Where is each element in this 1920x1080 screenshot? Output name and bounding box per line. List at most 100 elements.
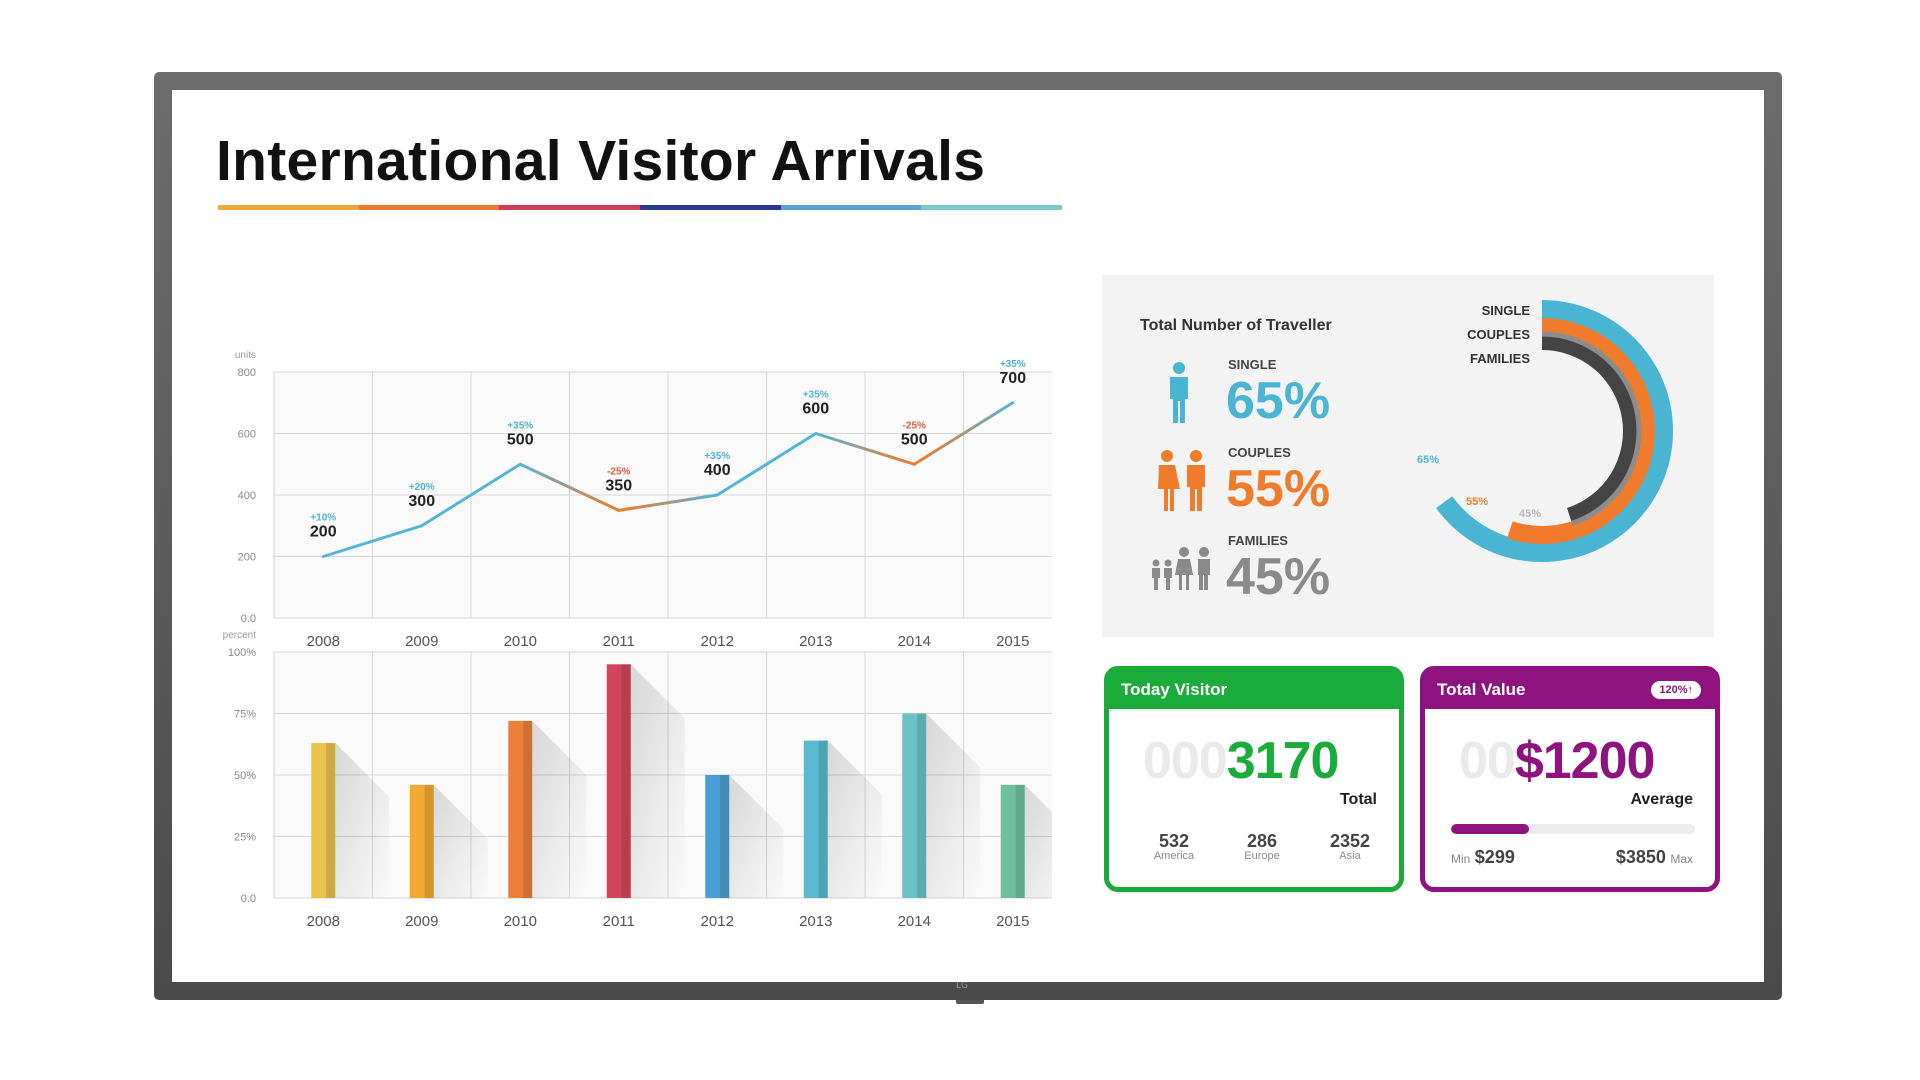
visitor-stat-america: 532 America	[1153, 831, 1195, 862]
data-label: 400	[704, 462, 731, 479]
traveller-title: Total Number of Traveller	[1140, 317, 1332, 334]
title-underline	[218, 205, 1063, 210]
x-tick-label: 2010	[504, 633, 537, 650]
y-tick-label: 25%	[234, 832, 256, 844]
y-tick-label: 0.0	[241, 893, 256, 905]
bar-side	[720, 775, 730, 898]
x-tick-label: 2011	[603, 633, 635, 650]
x-tick-label: 2008	[307, 633, 340, 650]
total-value-header: Total Value 120%↑	[1425, 671, 1715, 709]
bar-side	[523, 720, 533, 898]
y-tick-label: 0.0	[241, 613, 256, 625]
total-value-title: Total Value	[1437, 680, 1526, 699]
change-label: -25%	[607, 466, 630, 477]
line-segment	[321, 524, 424, 558]
bar-shadow	[729, 775, 784, 898]
bar	[606, 664, 631, 898]
value-max: $3850 Max	[1615, 847, 1693, 867]
data-label: 300	[408, 493, 435, 510]
page-title: International Visitor Arrivals	[216, 129, 986, 193]
line-segment	[912, 401, 1015, 466]
bar-side	[424, 784, 434, 898]
bar-side	[1015, 784, 1025, 898]
traveller-label-couples: COUPLES	[1228, 445, 1291, 460]
y-axis-label: units	[235, 350, 256, 361]
donut-ring-couples	[1507, 318, 1655, 544]
traveller-value-single: 65%	[1226, 372, 1331, 430]
donut-ring-single	[1436, 300, 1673, 562]
bar	[508, 720, 533, 898]
y-tick-label: 75%	[234, 709, 256, 721]
change-label: +10%	[310, 513, 336, 524]
data-label: 600	[802, 401, 829, 418]
x-tick-label: 2011	[603, 913, 635, 930]
traveller-value-couples: 55%	[1226, 460, 1331, 518]
family-icon	[1150, 547, 1214, 596]
traveller-label-single: SINGLE	[1228, 357, 1277, 372]
today-visitor-title: Today Visitor	[1121, 680, 1228, 699]
x-tick-label: 2014	[898, 633, 931, 650]
line-segment	[814, 432, 916, 466]
value-range-bar	[1451, 824, 1695, 834]
donut-legend-label: FAMILIES	[1470, 351, 1530, 366]
dashboard-screen: International Visitor Arrivals 0.0 200 400…	[172, 90, 1764, 982]
bar-shadow	[532, 720, 587, 898]
bar-side	[818, 740, 828, 898]
y-tick-label: 600	[238, 429, 256, 441]
today-visitor-header: Today Visitor	[1109, 671, 1399, 709]
bar	[902, 713, 927, 898]
bar-shadow	[433, 784, 488, 898]
y-tick-label: 800	[238, 367, 256, 379]
x-tick-label: 2010	[504, 913, 537, 930]
title-underline-segment	[218, 205, 359, 210]
bar-chart: 0.0 25% 50% 75% 100% percent 2008 2009 2010 2011 2…	[223, 630, 1052, 930]
bar	[1000, 784, 1025, 898]
traveller-donut-chart: 65% 55% 45% SINGLE COUPLES FAMILIES	[1417, 300, 1673, 562]
x-tick-label: 2013	[799, 633, 832, 650]
title-underline-segment	[499, 205, 641, 210]
brand-logo: LG	[956, 981, 968, 991]
change-label: +20%	[409, 482, 435, 493]
traveller-label-families: FAMILIES	[1228, 533, 1288, 548]
data-label: 700	[999, 370, 1026, 387]
data-label: 350	[605, 477, 632, 494]
change-label: +35%	[803, 390, 829, 401]
bar-side	[326, 743, 336, 898]
x-tick-label: 2012	[701, 913, 734, 930]
total-value-card: Total Value 120%↑ 00$1200 Average Min $2…	[1420, 666, 1720, 892]
bar-shadow	[630, 664, 685, 898]
donut-ring-families-outline	[1541, 331, 1642, 526]
bar-side	[917, 713, 927, 898]
title-underline-segment	[358, 205, 500, 210]
x-tick-label: 2015	[996, 633, 1029, 650]
donut-ring-label: 65%	[1417, 454, 1439, 466]
line-segment	[715, 432, 818, 497]
title-underline-segment	[640, 205, 781, 210]
bar-shadow	[335, 743, 390, 898]
donut-ring-label: 45%	[1519, 508, 1541, 520]
single-person-icon	[1164, 361, 1194, 430]
couple-icon	[1152, 449, 1212, 518]
total-value-padding: 00	[1459, 732, 1516, 790]
bar-shadow	[1024, 784, 1052, 898]
line-segment	[617, 493, 719, 512]
visitor-stat-europe: 286 Europe	[1244, 831, 1280, 862]
bar	[803, 740, 828, 898]
bar	[311, 743, 336, 898]
line-chart: 0.0 200 400 600 800 units 2008 2009 2010 2011 2012…	[235, 350, 1052, 650]
title-underline-segment	[780, 205, 922, 210]
line-segment	[420, 462, 522, 528]
traveller-value-families: 45%	[1226, 548, 1331, 606]
monitor-stand	[956, 1000, 984, 1004]
title-underline-segment	[921, 205, 1063, 210]
x-tick-label: 2013	[799, 913, 832, 930]
change-label: +35%	[704, 451, 730, 462]
today-visitor-value: 3170	[1226, 732, 1340, 790]
x-tick-label: 2009	[405, 633, 438, 650]
x-tick-label: 2008	[307, 913, 340, 930]
today-visitor-count: 0003170	[1143, 731, 1340, 791]
y-axis-label: percent	[223, 630, 257, 641]
bar-side	[621, 664, 631, 898]
today-visitor-sublabel: Total	[1339, 791, 1377, 808]
today-visitor-card: Today Visitor 0003170 Total 532 America …	[1104, 666, 1404, 892]
